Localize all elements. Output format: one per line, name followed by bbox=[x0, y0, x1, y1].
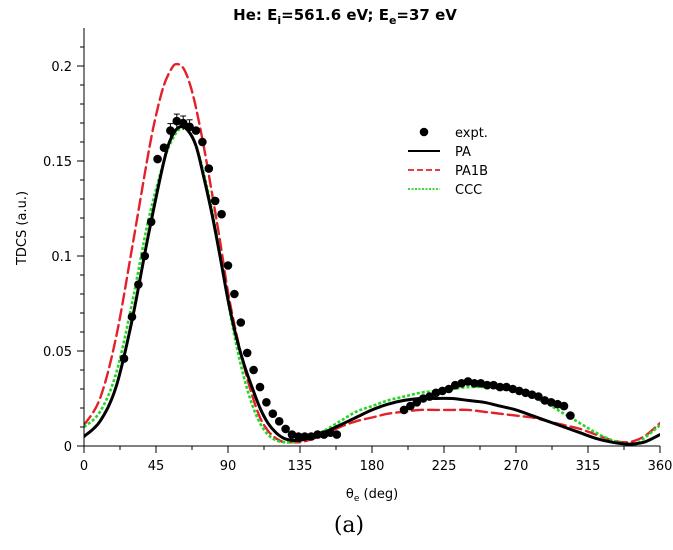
x-tick-label: 360 bbox=[648, 459, 673, 474]
data-point bbox=[495, 382, 505, 392]
data-point bbox=[444, 384, 454, 394]
data-point bbox=[134, 280, 143, 289]
y-tick-label: 0.15 bbox=[43, 155, 72, 170]
data-point bbox=[198, 137, 207, 147]
y-ticks: 0 0.05 0.1 0.15 0.2 bbox=[43, 46, 84, 455]
data-point bbox=[204, 164, 214, 173]
data-point bbox=[217, 209, 226, 219]
x-tick-label: 270 bbox=[504, 459, 529, 474]
y-tick-label: 0.05 bbox=[43, 345, 72, 360]
data-point bbox=[119, 354, 129, 363]
data-point bbox=[313, 430, 322, 439]
data-point bbox=[294, 432, 303, 441]
data-point bbox=[534, 392, 543, 401]
figure-caption: (a) bbox=[334, 513, 364, 538]
legend-label: CCC bbox=[455, 183, 482, 198]
chart-title: He: Ei=561.6 eV; Ee=37 eV bbox=[233, 6, 457, 27]
data-point bbox=[412, 398, 422, 407]
x-tick-label: 0 bbox=[80, 459, 88, 474]
data-point bbox=[230, 289, 239, 299]
data-point bbox=[300, 432, 310, 441]
data-point bbox=[223, 261, 233, 270]
data-point bbox=[262, 398, 271, 407]
y-axis-label: TDCS (a.u.) bbox=[15, 191, 30, 266]
series-layer bbox=[84, 62, 660, 446]
y-tick-label: 0.2 bbox=[51, 60, 72, 75]
legend-label: PA1B bbox=[455, 164, 488, 179]
y-tick-label: 0.1 bbox=[51, 250, 72, 265]
data-point bbox=[470, 379, 479, 388]
legend: expt. PA PA1B CCC bbox=[408, 126, 488, 198]
x-tick-label: 225 bbox=[432, 459, 457, 474]
series-line-pa1b bbox=[84, 62, 660, 444]
data-point bbox=[406, 401, 415, 411]
x-tick-label: 315 bbox=[576, 459, 601, 474]
data-point bbox=[191, 126, 201, 135]
x-tick-label: 45 bbox=[148, 459, 165, 474]
y-tick-label: 0 bbox=[64, 440, 72, 455]
legend-marker-expt bbox=[419, 127, 429, 137]
data-point bbox=[566, 411, 575, 420]
x-axis-label: θe (deg) bbox=[346, 487, 398, 504]
points-layer bbox=[119, 113, 575, 441]
data-point bbox=[274, 417, 284, 426]
data-point bbox=[249, 365, 258, 375]
data-point bbox=[140, 251, 150, 261]
data-point bbox=[127, 312, 137, 322]
data-point bbox=[146, 217, 156, 227]
data-point bbox=[425, 392, 434, 401]
data-point bbox=[268, 409, 278, 419]
x-ticks: 0 45 90 135 180 225 270 315 360 bbox=[80, 446, 673, 474]
series-line-ccc bbox=[84, 126, 660, 446]
series-line-pa bbox=[84, 125, 660, 446]
x-tick-label: 135 bbox=[288, 459, 313, 474]
data-point bbox=[159, 143, 169, 152]
data-point bbox=[559, 401, 569, 411]
legend-label: PA bbox=[455, 145, 471, 160]
data-point bbox=[153, 154, 162, 164]
data-point bbox=[482, 380, 492, 390]
data-point bbox=[178, 118, 188, 128]
data-point bbox=[185, 122, 194, 132]
data-point bbox=[166, 126, 175, 135]
data-point bbox=[236, 318, 246, 327]
data-point bbox=[399, 405, 409, 415]
x-tick-label: 180 bbox=[360, 459, 385, 474]
x-tick-label: 90 bbox=[220, 459, 237, 474]
data-point bbox=[281, 424, 290, 434]
data-point bbox=[210, 196, 220, 206]
legend-label: expt. bbox=[455, 126, 488, 141]
data-point bbox=[332, 430, 342, 439]
data-point bbox=[255, 382, 265, 392]
data-point bbox=[242, 348, 252, 358]
